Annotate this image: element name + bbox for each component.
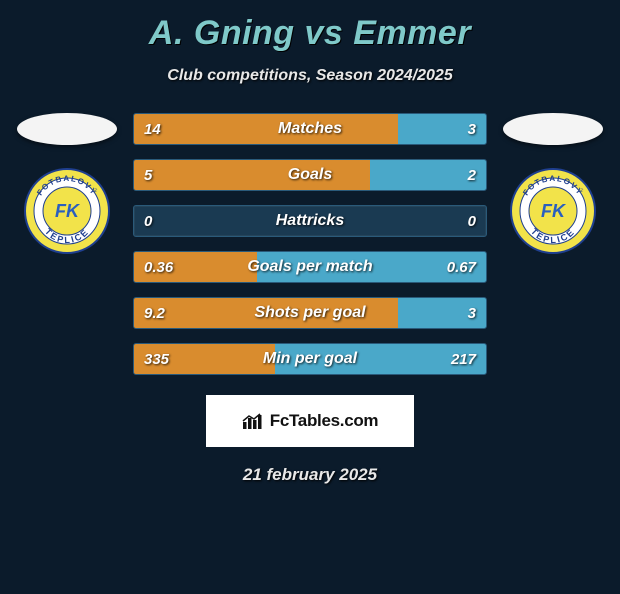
club-badge-svg: FOTBALOVÝ TEPLICE FK: [509, 167, 597, 255]
stat-bar-left-value: 0: [134, 206, 162, 236]
brand-box: FcTables.com: [206, 395, 414, 447]
left-club-badge: FOTBALOVÝ TEPLICE FK: [23, 167, 111, 255]
stat-bar-label: Hattricks: [134, 206, 486, 236]
stat-bars: Matches143 Goals52 Hattricks0 0 Goals per ma…: [133, 113, 487, 375]
right-player-col: FOTBALOVÝ TEPLICE FK: [499, 113, 607, 255]
stat-bar-left-fill: [134, 344, 275, 374]
left-player-oval: [17, 113, 117, 145]
brand-chart-icon: [242, 412, 264, 430]
page-title: A. Gning vs Emmer: [0, 14, 620, 53]
date-text: 21 february 2025: [0, 465, 620, 485]
stat-bar-right-fill: [398, 114, 486, 144]
stat-bar: Goals per match0.360.67: [133, 251, 487, 283]
left-player-col: FOTBALOVÝ TEPLICE FK: [13, 113, 121, 255]
svg-text:FK: FK: [55, 201, 81, 221]
stat-bar-right-fill: [257, 252, 486, 282]
stat-bar: Min per goal335217: [133, 343, 487, 375]
stat-bar-left-fill: [134, 160, 370, 190]
brand-text: FcTables.com: [270, 411, 379, 431]
stat-bar-right-fill: [370, 160, 486, 190]
stat-bar-left-fill: [134, 252, 257, 282]
stat-bar-right-fill: [398, 298, 486, 328]
subtitle: Club competitions, Season 2024/2025: [0, 67, 620, 85]
stat-bar: Shots per goal9.23: [133, 297, 487, 329]
stat-bar: Matches143: [133, 113, 487, 145]
svg-text:FK: FK: [541, 201, 567, 221]
stat-bar: Hattricks0 0: [133, 205, 487, 237]
stat-bar-left-fill: [134, 298, 398, 328]
comparison-area: FOTBALOVÝ TEPLICE FK Matches143 Goals52 Ha…: [0, 113, 620, 375]
stat-bar-right-value: 0: [458, 206, 486, 236]
stat-bar-left-fill: [134, 114, 398, 144]
right-player-oval: [503, 113, 603, 145]
stat-bar: Goals52: [133, 159, 487, 191]
right-club-badge: FOTBALOVÝ TEPLICE FK: [509, 167, 597, 255]
club-badge-svg: FOTBALOVÝ TEPLICE FK: [23, 167, 111, 255]
stat-bar-right-fill: [275, 344, 486, 374]
